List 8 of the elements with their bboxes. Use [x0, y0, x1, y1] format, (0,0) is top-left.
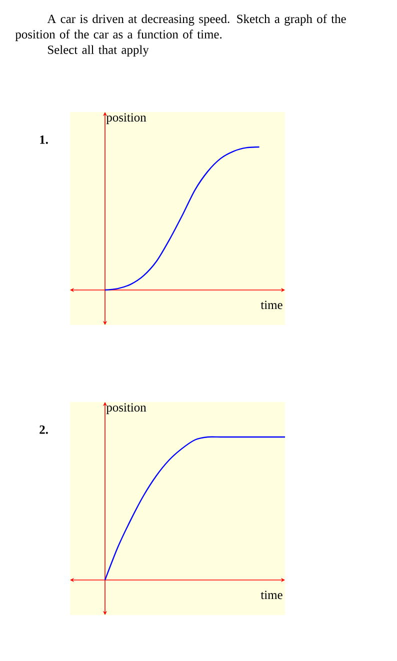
- text: Select all that apply: [48, 45, 149, 57]
- y-axis-title: position: [106, 113, 146, 124]
- x-axis-title: time: [260, 300, 282, 310]
- chart-title: 1.: [40, 135, 48, 144]
- text: A car is driven at decreasing speed. Sketch a graph of the position of the car as a function of time.: [15, 14, 346, 42]
- chart-title: 2.: [40, 425, 48, 434]
- y-axis-title: position: [106, 403, 146, 414]
- x-axis-title: time: [260, 590, 282, 600]
